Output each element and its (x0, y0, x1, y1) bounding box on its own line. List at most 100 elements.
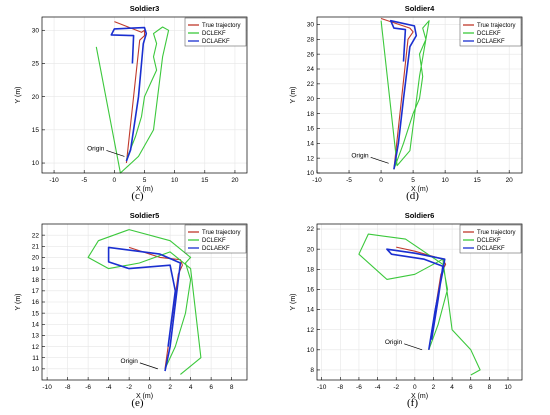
x-tick-label: 0 (379, 177, 383, 184)
x-tick-label: -10 (317, 384, 327, 391)
y-tick-label: 14 (32, 321, 40, 328)
y-tick-label: 28 (307, 36, 315, 43)
legend-label: True trajectory (202, 23, 240, 29)
panel-caption: (e) (131, 397, 144, 409)
series-line-dclaekf (110, 26, 148, 162)
y-tick-label: 14 (307, 140, 315, 147)
x-tick-label: 8 (230, 384, 234, 391)
x-tick-label: 20 (231, 177, 239, 184)
x-tick-label: -2 (126, 384, 132, 391)
series-line-dclekf (380, 20, 430, 170)
y-tick-label: 24 (307, 66, 315, 73)
x-tick-label: -10 (42, 384, 52, 391)
y-tick-label: 20 (32, 94, 40, 101)
y-tick-label: 11 (32, 355, 39, 362)
panel-caption: (f) (407, 397, 418, 409)
y-tick-label: 22 (307, 81, 315, 88)
y-axis-label: Y (m) (290, 87, 297, 104)
chart-title: Soldier5 (130, 211, 160, 220)
legend-label: DCLAEKF (477, 39, 505, 45)
x-tick-label: 5 (411, 177, 415, 184)
x-tick-label: 4 (189, 384, 193, 391)
y-tick-label: 20 (32, 255, 40, 262)
chart-panel-soldier6: -10 -8 -6 -4 -2 0 2 4 6 8 10 8 10 12 14 16 18 20 22 Soldier… (275, 207, 550, 414)
chart-title: Soldier6 (405, 211, 435, 220)
legend-label: DCLAEKF (202, 39, 230, 45)
x-tick-label: -6 (85, 384, 91, 391)
x-tick-label: 10 (442, 177, 450, 184)
x-tick-label: 15 (474, 177, 482, 184)
chart-panel-soldier5: -10 -8 -6 -4 -2 0 2 4 6 8 10 11 12 13 14 15 16 17 18 19 20 21… (0, 207, 275, 414)
series-line-dclaekf (389, 19, 418, 170)
x-axis-label: X (m) (136, 186, 153, 193)
y-tick-label: 12 (307, 327, 315, 334)
y-axis-label: Y (m) (290, 294, 297, 311)
y-tick-label: 30 (307, 22, 315, 29)
x-tick-label: 0 (148, 384, 152, 391)
y-tick-label: 16 (32, 299, 40, 306)
y-tick-label: 10 (307, 170, 315, 177)
y-tick-label: 22 (307, 226, 315, 233)
y-tick-label: 30 (32, 27, 40, 34)
x-tick-label: 10 (504, 384, 512, 391)
origin-arrow (139, 362, 158, 370)
x-tick-label: -4 (375, 384, 381, 391)
y-tick-label: 12 (307, 155, 315, 162)
y-tick-label: 16 (307, 126, 315, 133)
legend-label: DCLEKF (202, 238, 226, 244)
x-tick-label: 6 (209, 384, 213, 391)
legend-label: DCLEKF (477, 31, 501, 37)
y-tick-label: 19 (32, 266, 40, 273)
x-tick-label: 20 (506, 177, 514, 184)
x-tick-label: 5 (143, 177, 147, 184)
plot-frame (316, 16, 523, 174)
x-tick-label: -6 (356, 384, 362, 391)
x-tick-label: -8 (65, 384, 71, 391)
x-tick-label: 0 (113, 177, 117, 184)
y-tick-label: 21 (32, 243, 40, 250)
y-tick-label: 10 (307, 347, 315, 354)
y-tick-label: 10 (32, 160, 40, 167)
x-tick-label: 6 (469, 384, 473, 391)
y-tick-label: 20 (307, 246, 315, 253)
x-axis-label: X (m) (411, 186, 428, 193)
y-tick-label: 15 (32, 127, 40, 134)
legend-label: True trajectory (202, 230, 240, 236)
legend-label: DCLEKF (477, 238, 501, 244)
series-line-dclekf (358, 233, 481, 376)
y-tick-label: 20 (307, 96, 315, 103)
series-line-true (128, 246, 183, 369)
x-tick-label: 0 (413, 384, 417, 391)
legend-label: True trajectory (477, 230, 515, 236)
x-axis-label: X (m) (411, 393, 428, 400)
series-line-true (114, 21, 146, 164)
chart-svg: -10 -5 0 5 10 15 20 10 12 14 16 18 20 22 24 26 28 30 Soldi… (290, 4, 523, 193)
chart-svg: -10 -5 0 5 10 15 20 10 15 20 25 30 Soldier3 X (m) Y (m… (15, 4, 248, 193)
series-line-dclaekf (107, 246, 182, 372)
origin-annotation: Origin (121, 358, 139, 365)
x-tick-label: 4 (450, 384, 454, 391)
origin-annotation: Origin (351, 152, 369, 159)
y-tick-label: 12 (32, 344, 40, 351)
series-line-dclekf (87, 229, 202, 375)
x-tick-label: -10 (49, 177, 59, 184)
series-line-dclaekf (386, 248, 446, 350)
origin-arrow (404, 343, 423, 351)
x-tick-label: 15 (201, 177, 209, 184)
origin-annotation: Origin (385, 339, 403, 346)
chart-svg: -10 -8 -6 -4 -2 0 2 4 6 8 10 8 10 12 14 16 18 20 22 Soldier… (290, 211, 523, 400)
x-tick-label: 2 (168, 384, 172, 391)
origin-annotation: Origin (87, 145, 105, 152)
legend-label: DCLEKF (202, 31, 226, 37)
chart-title: Soldier3 (130, 4, 160, 13)
chart-svg: -10 -8 -6 -4 -2 0 2 4 6 8 10 11 12 13 14 15 16 17 18 19 20 21… (15, 211, 248, 400)
series-line-true (380, 17, 414, 170)
x-tick-label: -4 (106, 384, 112, 391)
x-tick-label: 2 (432, 384, 436, 391)
panel-caption: (c) (131, 190, 144, 202)
y-tick-label: 15 (32, 310, 40, 317)
chart-panel-soldier3: -10 -5 0 5 10 15 20 10 15 20 25 30 Soldier3 X (m) Y (m… (0, 0, 275, 207)
legend-label: DCLAEKF (477, 246, 505, 252)
x-tick-label: -5 (81, 177, 87, 184)
y-tick-label: 18 (307, 266, 315, 273)
